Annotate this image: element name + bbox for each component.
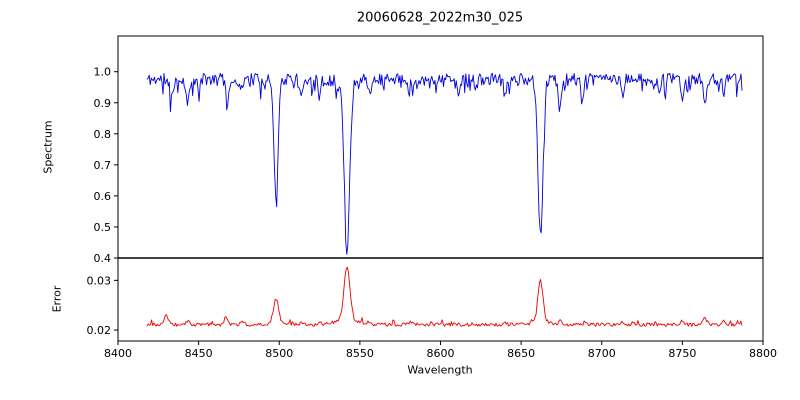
x-tick-label: 8450 xyxy=(185,347,213,360)
y-axis-label-error: Error xyxy=(50,285,64,313)
y-tick-label: 0.9 xyxy=(94,97,112,110)
y-tick-label: 0.5 xyxy=(94,221,112,234)
spectrum-line xyxy=(146,72,743,255)
y-tick-label: 0.8 xyxy=(94,128,112,141)
y-tick-label: 0.02 xyxy=(87,324,112,337)
y-tick-label: 0.03 xyxy=(87,274,112,287)
x-tick-label: 8400 xyxy=(104,347,132,360)
x-axis-label: Wavelength xyxy=(407,363,473,377)
x-tick-label: 8550 xyxy=(346,347,374,360)
y-tick-label: 0.7 xyxy=(94,159,112,172)
y-tick-label: 1.0 xyxy=(94,66,112,79)
x-tick-label: 8650 xyxy=(507,347,535,360)
error-line xyxy=(146,266,743,327)
y-tick-label: 0.6 xyxy=(94,190,112,203)
x-tick-label: 8750 xyxy=(668,347,696,360)
x-tick-label: 8600 xyxy=(427,347,455,360)
x-tick-label: 8500 xyxy=(265,347,293,360)
x-tick-label: 8700 xyxy=(588,347,616,360)
y-tick-label: 0.4 xyxy=(94,252,112,265)
y-axis-label-spectrum: Spectrum xyxy=(41,120,55,174)
chart-title: 20060628_2022m30_025 xyxy=(356,10,524,26)
x-tick-label: 8800 xyxy=(749,347,777,360)
